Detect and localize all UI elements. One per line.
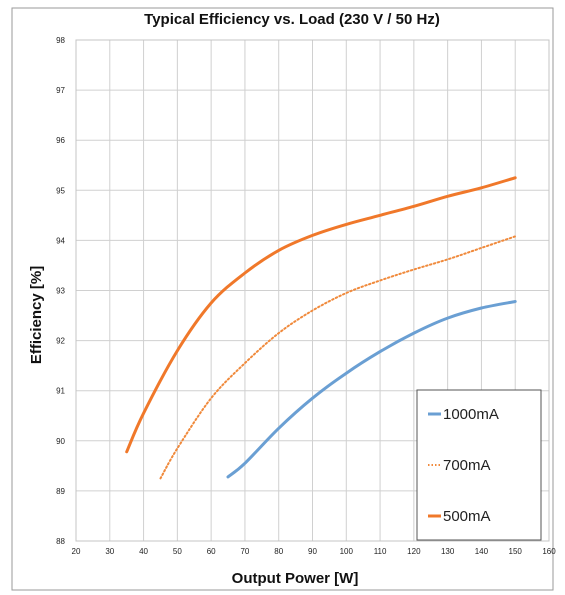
chart-title: Typical Efficiency vs. Load (230 V / 50 … bbox=[144, 11, 440, 28]
x-axis-label: Output Power [W] bbox=[232, 570, 359, 587]
series-line-500ma bbox=[125, 176, 517, 454]
x-tick-label: 60 bbox=[207, 547, 216, 556]
x-tick-label: 30 bbox=[105, 547, 114, 556]
x-tick-label: 70 bbox=[240, 547, 249, 556]
y-tick-label: 98 bbox=[56, 36, 65, 45]
series-line-1000ma bbox=[226, 300, 517, 479]
x-tick-label: 140 bbox=[475, 547, 489, 556]
plot-area-border bbox=[75, 39, 550, 542]
y-tick-label: 97 bbox=[56, 86, 65, 95]
gridlines bbox=[75, 39, 550, 542]
x-tick-labels: 20 30 40 50 60 70 80 90 100 110 120 130 140 150 160 bbox=[72, 547, 557, 556]
series-lines bbox=[125, 176, 517, 480]
y-tick-label: 92 bbox=[56, 337, 65, 346]
outer-frame bbox=[11, 7, 554, 591]
legend: 1000mA 700mA 500mA bbox=[416, 389, 542, 541]
y-axis-label: Efficiency [%] bbox=[28, 266, 45, 364]
legend-label-700ma: 700mA bbox=[443, 457, 491, 474]
y-tick-labels: 88 89 90 91 92 93 94 95 96 97 98 bbox=[56, 36, 65, 546]
series-line-700ma bbox=[159, 235, 517, 480]
legend-label-1000ma: 1000mA bbox=[443, 406, 499, 423]
x-tick-label: 120 bbox=[407, 547, 421, 556]
y-tick-label: 94 bbox=[56, 236, 65, 245]
y-tick-label: 95 bbox=[56, 186, 65, 195]
x-tick-label: 80 bbox=[274, 547, 283, 556]
x-tick-label: 20 bbox=[72, 547, 81, 556]
x-tick-label: 160 bbox=[542, 547, 556, 556]
y-tick-label: 93 bbox=[56, 287, 65, 296]
y-tick-label: 91 bbox=[56, 387, 65, 396]
x-tick-label: 130 bbox=[441, 547, 455, 556]
x-tick-label: 150 bbox=[509, 547, 523, 556]
legend-label-500ma: 500mA bbox=[443, 508, 491, 525]
x-tick-label: 110 bbox=[374, 547, 387, 556]
y-tick-label: 88 bbox=[56, 537, 65, 546]
x-tick-label: 50 bbox=[173, 547, 182, 556]
x-tick-label: 90 bbox=[308, 547, 317, 556]
y-tick-label: 90 bbox=[56, 437, 65, 446]
y-tick-label: 89 bbox=[56, 487, 65, 496]
x-tick-label: 40 bbox=[139, 547, 148, 556]
y-tick-label: 96 bbox=[56, 136, 65, 145]
x-tick-label: 100 bbox=[340, 547, 354, 556]
